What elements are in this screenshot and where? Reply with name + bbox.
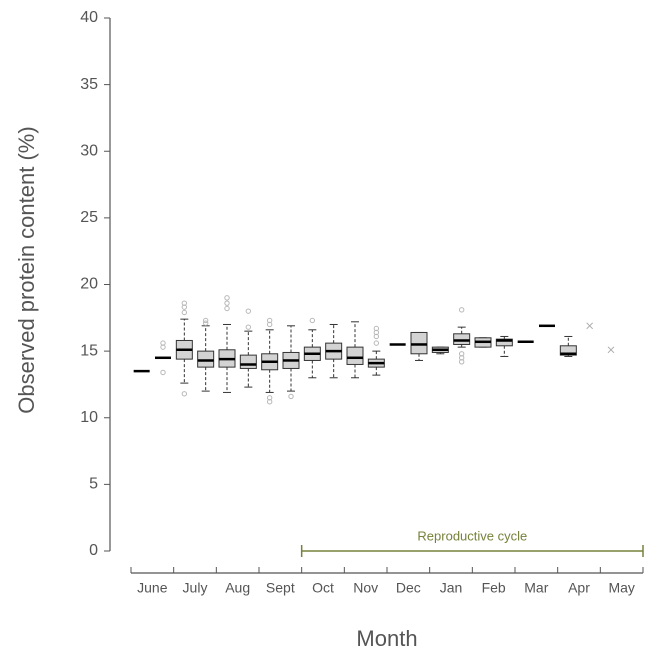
mean-marker	[607, 346, 615, 354]
mean-marker	[586, 322, 594, 330]
outlier	[202, 317, 209, 324]
y-tick-label: 10	[80, 409, 98, 426]
y-tick-label: 30	[80, 142, 98, 159]
outlier	[160, 344, 166, 350]
y-axis-title: Observed protein content (%)	[14, 126, 39, 413]
outlier	[245, 308, 252, 314]
outlier	[266, 399, 273, 405]
outlier	[373, 333, 380, 340]
y-tick-label: 20	[80, 276, 98, 293]
outlier	[458, 307, 465, 313]
outlier	[224, 295, 230, 301]
y-tick-label: 0	[89, 542, 98, 559]
y-tick-label: 35	[80, 76, 98, 93]
box	[495, 338, 513, 347]
x-tick-label: Mar	[524, 580, 548, 596]
outlier	[266, 321, 273, 328]
outlier	[224, 300, 230, 306]
x-tick-label: Aug	[225, 580, 250, 596]
box	[346, 346, 364, 365]
x-axis-title: Month	[356, 626, 417, 651]
outlier	[458, 359, 465, 365]
box	[559, 345, 577, 356]
x-tick-label: Feb	[482, 580, 506, 596]
outlier	[160, 369, 166, 376]
x-tick-label: July	[183, 580, 208, 596]
box	[453, 333, 471, 345]
box	[197, 350, 215, 368]
outlier	[181, 391, 188, 397]
x-tick-label: Oct	[312, 580, 334, 596]
y-tick-label: 15	[80, 342, 98, 359]
x-tick-label: May	[608, 580, 634, 596]
outlier	[224, 305, 230, 312]
x-tick-label: Nov	[353, 580, 378, 596]
outlier	[202, 320, 209, 326]
x-tick-label: June	[137, 580, 168, 596]
box	[410, 331, 428, 355]
x-tick-label: Apr	[568, 580, 590, 596]
outlier	[245, 324, 252, 330]
outlier	[181, 309, 188, 316]
outlier	[288, 393, 294, 400]
outlier	[181, 304, 188, 310]
y-tick-label: 5	[89, 476, 98, 493]
outlier	[309, 317, 316, 324]
box	[239, 354, 257, 369]
x-tick-label: Dec	[396, 580, 421, 596]
outlier	[373, 340, 380, 346]
x-tick-label: Sept	[266, 580, 295, 596]
x-tick-label: Jan	[440, 580, 463, 596]
y-tick-label: 25	[80, 209, 98, 226]
annotation-text: Reproductive cycle	[417, 528, 527, 543]
y-tick-label: 40	[80, 9, 98, 26]
